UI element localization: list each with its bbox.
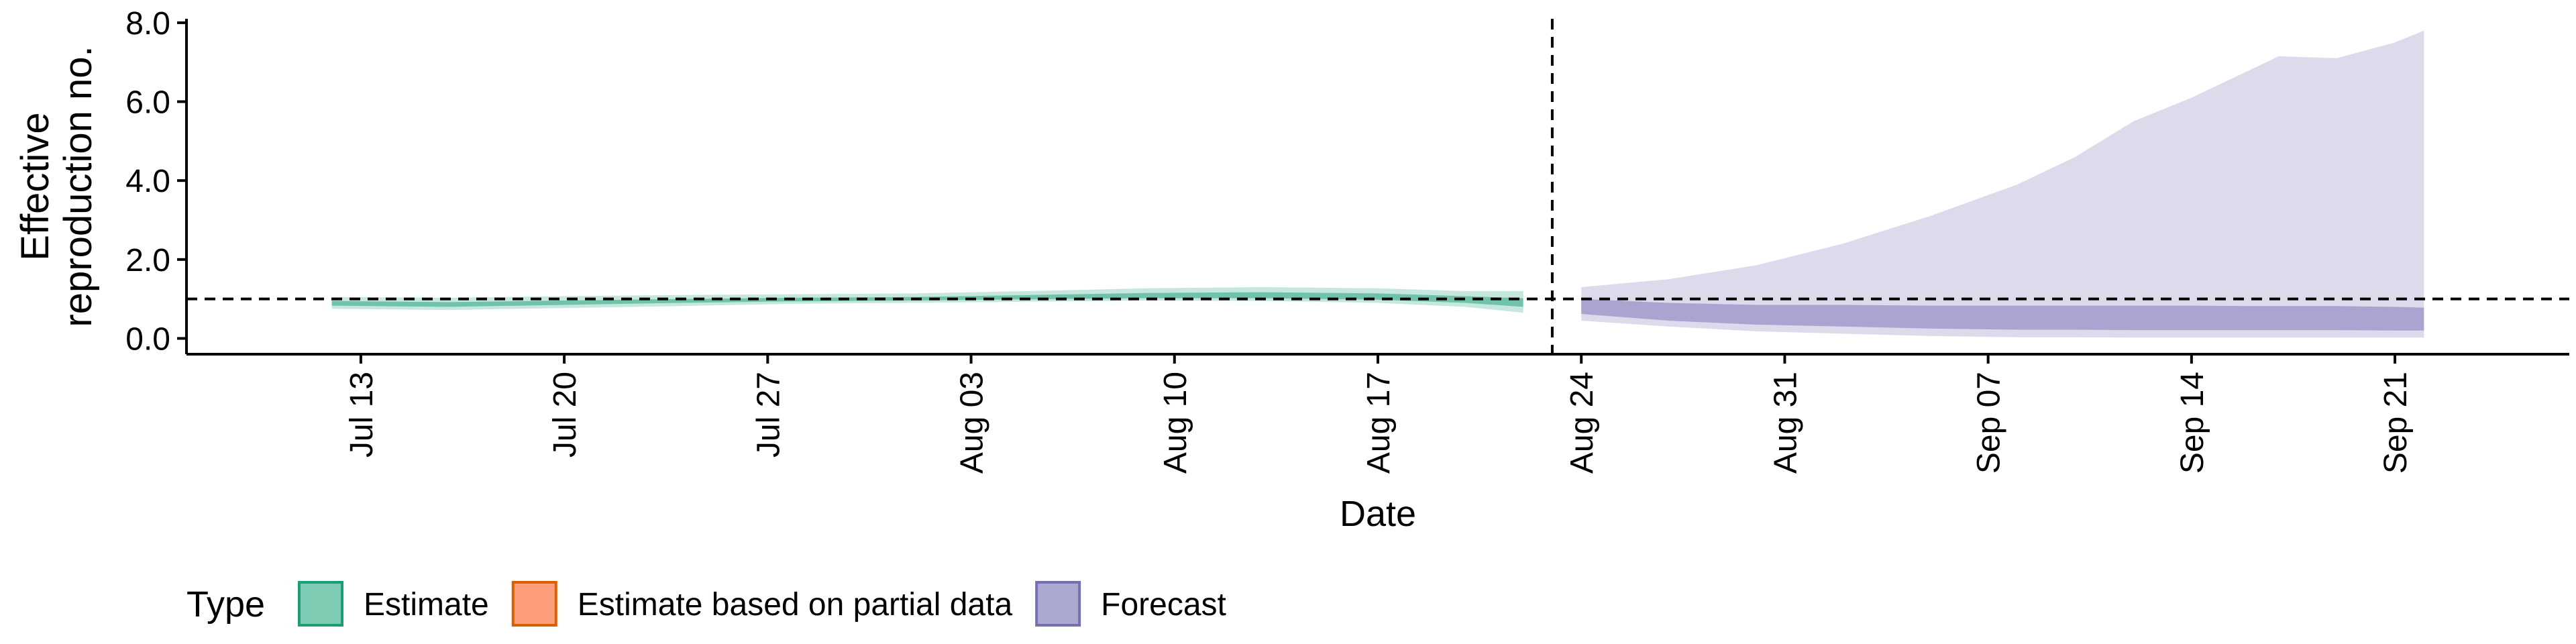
x-axis-title: Date [1340, 494, 1416, 534]
series-bands [331, 30, 2424, 338]
x-tick-label: Aug 17 [1361, 372, 1397, 474]
x-tick-label: Aug 03 [955, 372, 990, 474]
legend: Type Estimate Estimate based on partial d… [186, 581, 1226, 627]
x-tick-label: Jul 13 [344, 372, 380, 458]
x-tick-label: Jul 20 [547, 372, 583, 458]
forecast-outer-interval-band [1581, 30, 2424, 338]
y-tick-label: 6.0 [125, 85, 170, 121]
x-tick-label: Sep 07 [1972, 372, 2007, 474]
x-tick-label: Jul 27 [751, 372, 786, 458]
y-tick-label: 2.0 [125, 243, 170, 278]
legend-title: Type [186, 584, 265, 625]
axes: 0.0 2.0 4.0 6.0 8.0 Jul 13 Jul 20 Jul 27 Aug 03 A… [125, 6, 2569, 474]
legend-key-forecast [1035, 581, 1081, 627]
legend-key-estimate [298, 581, 343, 627]
x-tick-label: Aug 31 [1768, 372, 1803, 474]
y-tick-label: 8.0 [125, 6, 170, 42]
x-tick-label: Sep 21 [2378, 372, 2414, 474]
y-axis-title-line: Effective [13, 112, 57, 260]
x-tick-label: Aug 24 [1564, 372, 1600, 474]
x-tick-label: Aug 10 [1158, 372, 1193, 474]
y-axis-title-line: reproduction no. [56, 46, 100, 327]
legend-label-estimate-based-on-partial-data: Estimate based on partial data [578, 587, 1013, 623]
legend-key-estimate-based-on-partial-data [511, 581, 557, 627]
estimate-inner-interval-band [331, 292, 1523, 307]
y-tick-label: 4.0 [125, 164, 170, 199]
legend-label-estimate: Estimate [364, 587, 489, 623]
reference-lines [186, 19, 2569, 354]
x-tick-label: Sep 14 [2175, 372, 2210, 474]
forecast-inner-interval-band [1581, 299, 2424, 331]
legend-label-forecast: Forecast [1101, 587, 1226, 623]
y-axis-title: Effective reproduction no. [13, 46, 100, 327]
y-tick-label: 0.0 [125, 321, 170, 357]
